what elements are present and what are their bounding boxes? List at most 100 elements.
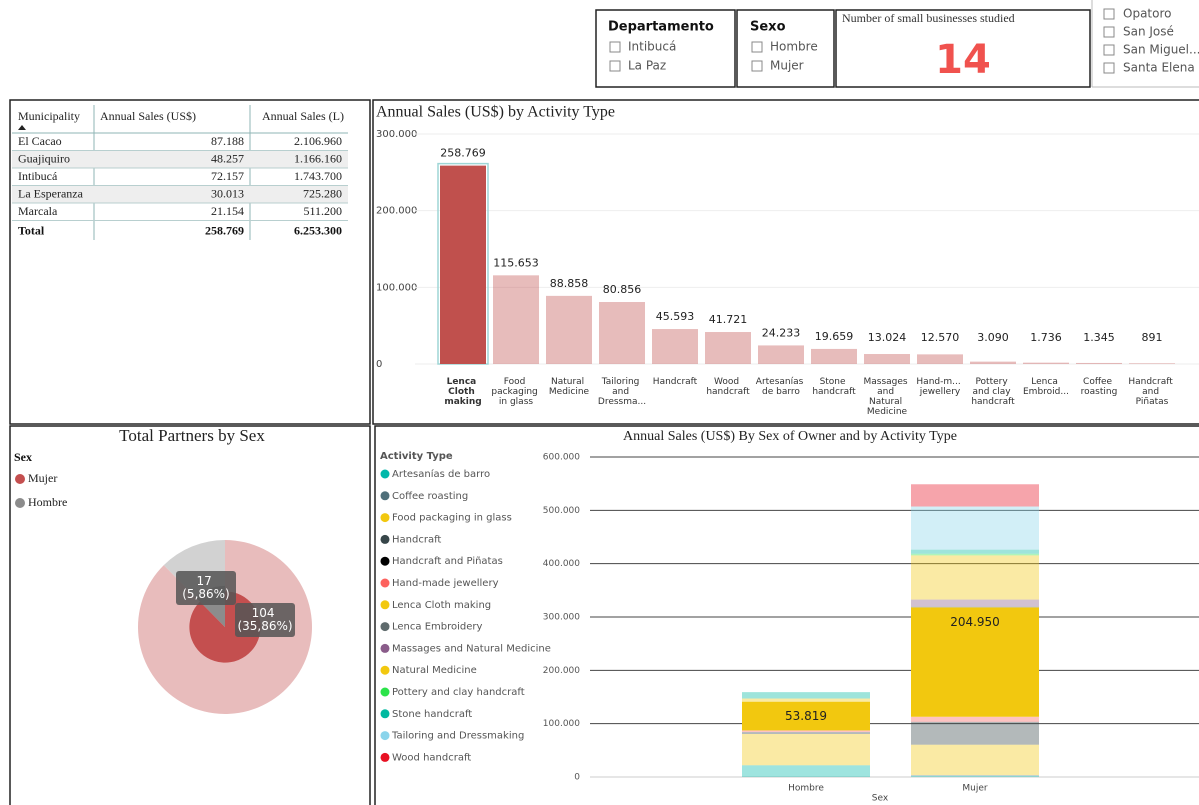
slicer-title: Departamento	[608, 20, 714, 35]
slicer-item[interactable]: La Paz	[628, 59, 666, 73]
bar-segment[interactable]	[911, 775, 1039, 776]
data-label: 891	[1142, 331, 1163, 344]
bar[interactable]	[546, 295, 592, 364]
bar-segment[interactable]	[911, 607, 1039, 717]
bar[interactable]	[652, 329, 698, 364]
bar[interactable]	[599, 302, 645, 364]
table-cell: 48.257	[211, 151, 244, 165]
bar-segment[interactable]	[742, 692, 870, 699]
data-label: 115.653	[493, 256, 539, 269]
legend-label[interactable]: Handcraft	[392, 534, 441, 545]
legend-label[interactable]: Pottery and clay handcraft	[392, 687, 525, 698]
checkbox[interactable]	[1103, 26, 1115, 38]
x-tick-label: Handcraft and Piñatas	[1128, 377, 1175, 407]
legend-label[interactable]: Mujer	[28, 471, 57, 485]
bar-segment[interactable]	[911, 722, 1039, 745]
bar-segment[interactable]	[742, 730, 870, 733]
bar-segment[interactable]	[911, 553, 1039, 556]
bar[interactable]	[811, 348, 857, 364]
bar[interactable]	[917, 354, 963, 364]
slicer-item[interactable]: Intibucá	[628, 40, 676, 54]
legend-label[interactable]: Artesanías de barro	[392, 468, 490, 480]
bar[interactable]	[705, 332, 751, 364]
data-label: 19.659	[815, 330, 854, 343]
data-label: 41.721	[709, 313, 748, 326]
legend-label[interactable]: Hand-made jewellery	[392, 578, 499, 589]
bar[interactable]	[758, 345, 804, 364]
legend-label[interactable]: Tailoring and Dressmaking	[391, 731, 524, 742]
bar[interactable]	[1076, 362, 1122, 364]
legend-label[interactable]: Natural Medicine	[392, 665, 477, 676]
table-cell: Marcala	[18, 204, 58, 218]
legend-swatch	[15, 474, 25, 484]
bar-segment[interactable]	[742, 765, 870, 777]
y-tick-label: 0	[574, 773, 580, 783]
legend-label[interactable]: Lenca Cloth making	[392, 600, 491, 611]
checkbox[interactable]	[1103, 8, 1115, 20]
bar-segment[interactable]	[911, 775, 1039, 777]
table-cell: 21.154	[211, 204, 244, 218]
table-total: Total	[18, 223, 45, 237]
bar-segment[interactable]	[911, 549, 1039, 554]
bar-segment[interactable]	[911, 716, 1039, 722]
y-tick-label: 500.000	[543, 506, 580, 516]
checkbox[interactable]	[1103, 62, 1115, 74]
slicer-frame	[736, 9, 835, 88]
x-tick-label: Artesanías de barro	[756, 377, 806, 397]
bar-segment[interactable]	[742, 701, 870, 731]
bar-segment[interactable]	[911, 484, 1039, 507]
slicer-item[interactable]: Hombre	[770, 40, 818, 54]
bar-segment[interactable]	[911, 555, 1039, 600]
checkbox[interactable]	[609, 41, 621, 53]
slicer-item[interactable]: Santa Elena	[1123, 61, 1195, 75]
slicer-item[interactable]: Mujer	[770, 59, 804, 73]
chart-title: Total Partners by Sex	[119, 426, 265, 445]
legend-label[interactable]: Wood handcraft	[392, 752, 471, 763]
x-tick-label: Food packaging in glass	[491, 377, 540, 407]
legend-label[interactable]: Coffee roasting	[392, 491, 468, 502]
legend-swatch	[380, 491, 390, 501]
card-title: Number of small businesses studied	[842, 11, 1015, 25]
bar[interactable]	[970, 361, 1016, 364]
table-total: 258.769	[205, 223, 244, 237]
bar[interactable]	[440, 165, 486, 364]
legend-label[interactable]: Hombre	[28, 495, 67, 509]
bar-segment[interactable]	[911, 606, 1039, 608]
table-cell: 87.188	[211, 134, 244, 148]
checkbox[interactable]	[751, 41, 763, 53]
legend-label[interactable]: Massages and Natural Medicine	[392, 643, 551, 654]
slicer-title: Sexo	[750, 20, 786, 35]
bar[interactable]	[1023, 362, 1069, 364]
bar-segment[interactable]	[911, 599, 1039, 607]
bar-segment[interactable]	[742, 733, 870, 766]
table-header: Municipality	[18, 109, 80, 123]
bar-segment[interactable]	[742, 698, 870, 702]
legend-label[interactable]: Lenca Embroidery	[392, 622, 482, 633]
legend-label[interactable]: Handcraft and Piñatas	[392, 556, 503, 567]
x-tick-label: Hombre	[788, 784, 824, 794]
row-band	[12, 151, 348, 168]
legend-label[interactable]: Food packaging in glass	[392, 513, 512, 524]
slicer-item[interactable]: San Miguel...	[1123, 43, 1199, 57]
data-label: 1.736	[1030, 331, 1062, 344]
x-tick-label: Wood handcraft	[706, 377, 750, 397]
checkbox[interactable]	[609, 60, 621, 72]
legend-title: Activity Type	[380, 451, 453, 462]
bar[interactable]	[864, 354, 910, 364]
bar[interactable]	[493, 275, 539, 364]
legend-swatch	[380, 622, 390, 632]
slicer-item[interactable]: Opatoro	[1123, 7, 1171, 21]
x-tick-label: Massages and Natural Medicine	[864, 377, 911, 417]
legend-label[interactable]: Stone handcraft	[392, 709, 472, 720]
bar-segment[interactable]	[911, 744, 1039, 776]
data-label: 12.570	[921, 331, 960, 344]
checkbox[interactable]	[751, 60, 763, 72]
bar-segment[interactable]	[742, 732, 870, 734]
slicer-item[interactable]: San José	[1123, 25, 1174, 39]
x-tick-label: Stone handcraft	[812, 377, 856, 397]
checkbox[interactable]	[1103, 44, 1115, 56]
bar[interactable]	[1129, 363, 1175, 364]
bar-segment[interactable]	[911, 506, 1039, 550]
table-cell: Intibucá	[18, 169, 58, 183]
